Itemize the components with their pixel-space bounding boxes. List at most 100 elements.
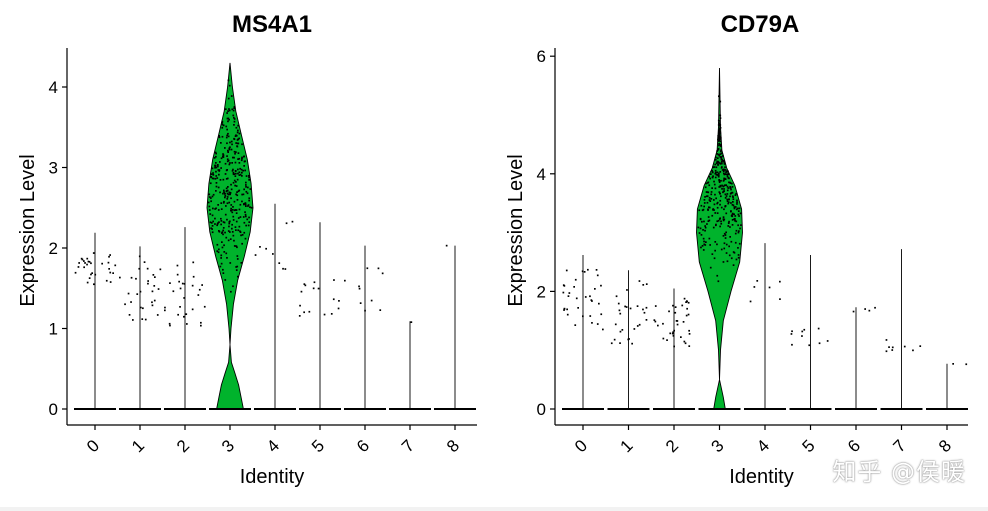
cell-point [734,215,737,217]
cell-point [719,132,722,134]
cell-point [723,232,726,235]
cell-point [227,79,230,82]
cell-point [734,194,737,196]
cell-point [221,246,224,249]
cell-point [688,329,690,332]
cell-point [735,220,738,223]
cell-point [721,160,724,162]
cell-point [753,286,756,288]
cell-point [333,279,335,281]
cell-point [688,333,691,335]
cell-point [718,186,721,188]
cell-point [248,197,251,200]
cell-point [726,175,729,178]
cell-point [247,205,249,207]
cell-point [730,202,732,204]
cell-point [633,328,636,330]
cell-point [619,330,622,333]
y-tick-label: 3 [49,159,58,178]
cell-point [735,229,738,232]
cell-point [731,191,734,194]
cell-point [736,207,739,210]
cell-point [233,116,235,119]
cell-point [727,222,730,224]
cell-point [238,225,241,228]
cell-point [226,190,228,192]
cell-point [232,234,235,237]
cell-point [234,184,236,187]
cell-point [737,256,740,259]
cell-point [215,152,217,155]
cell-point [86,281,89,284]
cell-point [715,224,717,227]
cell-point [177,313,179,316]
cell-point [739,227,741,230]
cell-point [719,135,722,138]
cell-point [214,177,217,180]
cell-point [720,158,723,161]
cell-point [130,276,133,279]
cell-point [225,252,228,255]
cell-point [233,156,235,159]
cell-point [734,219,736,222]
cell-point [119,276,121,279]
cell-point [142,307,144,310]
cell-point [598,302,600,305]
cell-point [718,122,720,124]
cell-point [219,191,221,194]
cell-point [596,274,599,277]
cell-point [233,107,235,110]
cell-point [645,283,648,285]
cell-point [720,145,722,147]
cell-point [682,321,685,323]
cell-point [718,144,720,147]
cell-point [236,142,239,145]
cell-point [726,185,729,188]
cell-point [410,321,413,323]
cell-point [225,205,227,207]
cell-point [77,266,80,268]
cell-point [208,196,211,198]
cell-point [224,279,227,281]
cell-point [214,223,216,225]
cell-point [235,193,237,196]
cell-point [215,182,218,184]
cell-point [602,328,604,331]
cell-point [737,224,739,227]
cell-point [230,290,232,293]
cell-point [720,195,722,198]
cell-point [88,261,91,263]
cell-point [705,241,707,243]
cell-point [673,329,675,332]
cell-point [176,264,179,267]
cell-point [723,184,726,187]
cell-point [221,121,223,124]
cell-point [230,209,232,212]
cell-point [705,182,707,185]
cell-point [209,221,212,224]
cell-point [711,171,714,174]
cell-point [192,275,195,278]
cell-point [720,143,722,146]
cell-point [718,135,720,137]
cell-point [235,209,238,211]
cell-point [248,174,250,177]
cell-point [703,205,705,208]
cell-point [235,266,237,268]
cell-point [159,268,162,271]
cell-point [211,228,213,230]
cell-point [685,301,687,303]
cell-point [230,188,233,191]
cell-point [614,323,617,326]
cell-point [721,161,723,163]
cell-point [699,217,702,220]
cell-point [732,198,735,200]
cell-point [214,217,216,220]
cell-point [672,331,674,334]
cell-point [81,258,84,261]
cell-point [722,261,725,263]
cell-point [621,329,624,331]
cell-point [308,310,311,313]
cell-point [222,153,224,155]
